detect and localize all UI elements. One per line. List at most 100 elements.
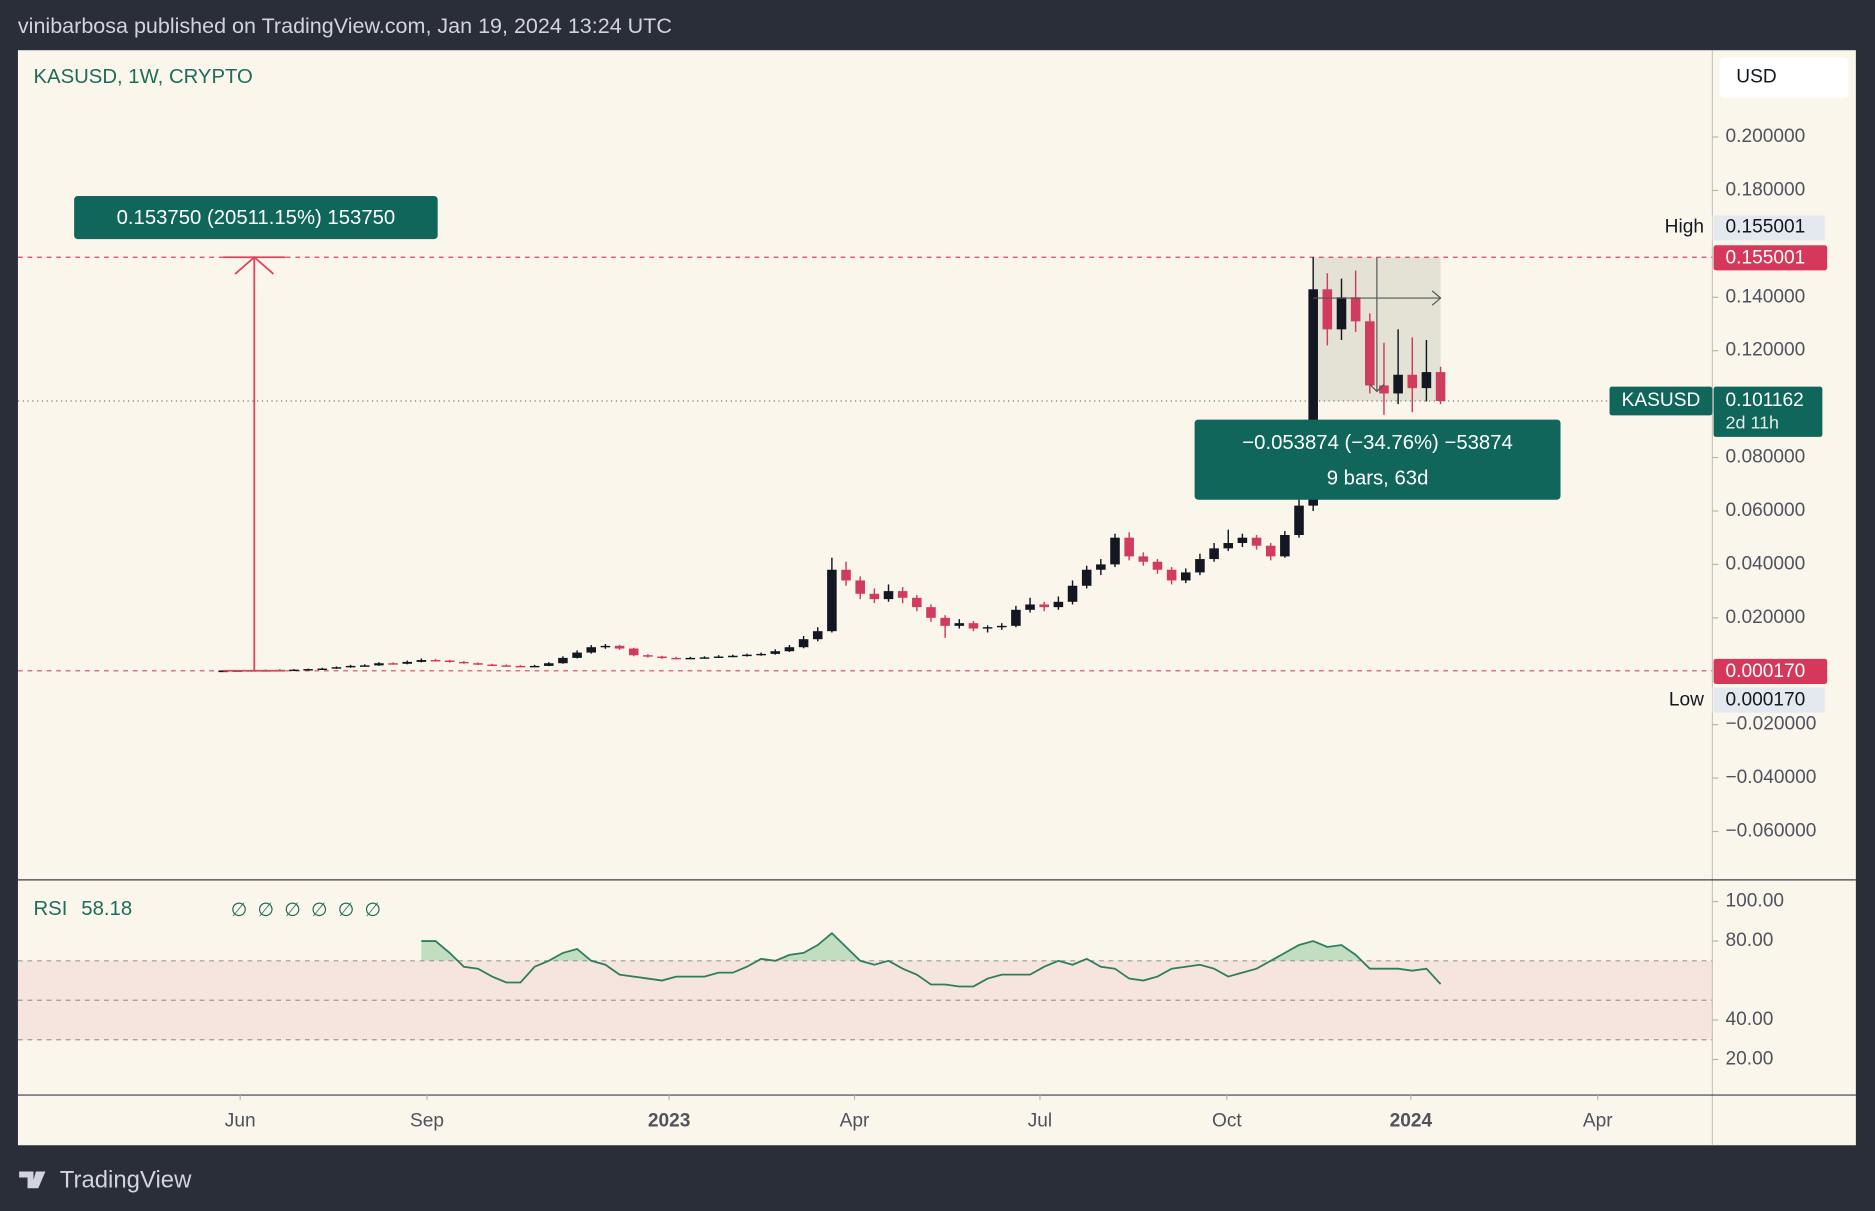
last-price-box [1713,386,1823,437]
candle-body [331,667,342,669]
candle-body [798,639,809,648]
candle-body [1237,537,1248,544]
candle-body [473,663,483,665]
candle-body [529,665,540,668]
x-tick-label: Jun [225,1110,256,1131]
candle-body [926,607,936,618]
candle-body [1379,385,1389,394]
candle-body [1124,537,1134,557]
candle-body [1294,505,1304,536]
candle-body [515,665,526,668]
candle-body [968,623,979,629]
rsi-inputs: ∅ ∅ ∅ ∅ ∅ ∅ [231,900,384,921]
candle-body [827,569,837,632]
candle-body [1138,556,1149,562]
candle-body [1223,543,1234,549]
low-tag: Low [1669,690,1704,711]
candle-body [459,661,469,664]
candle-body [742,654,752,657]
candle-body [728,655,738,658]
candle-body [756,653,766,656]
high-tag-bg [1647,215,1713,241]
candle-body [614,645,625,649]
candle-body [345,665,356,668]
low-tag-bg [1656,687,1713,713]
candle-body [572,652,582,658]
y-tick-label: 0.020000 [1726,607,1806,628]
rsi-tick-label: 20.00 [1726,1049,1774,1070]
candle-body [855,580,865,594]
candle-body [1435,372,1446,402]
candle-body [374,663,384,666]
candle-body [643,655,653,657]
x-tick-label: 2023 [648,1110,691,1131]
candle-body [1280,535,1290,557]
overlays: 0.153750 (20511.15%) 153750 −0.053874 (−3… [33,196,1828,921]
low-value-box [1713,687,1825,713]
candle-body [1081,569,1092,586]
candle-body [359,665,370,667]
candle-body [303,669,313,671]
last-name: KASUSD [1622,390,1701,411]
candle-body [1209,548,1219,560]
candle-body [1039,604,1050,608]
candle-body [1053,601,1064,608]
candle-body [1421,372,1432,389]
rsi-band [17,960,1713,1040]
rsi-name: RSI [33,898,67,920]
candle-body [1110,537,1120,565]
candle-body [289,669,299,672]
x-tick-label: Apr [1583,1110,1613,1131]
high-price: 0.155001 [1726,247,1806,268]
x-tick-label: Apr [840,1110,870,1131]
rsi-value: 58.18 [81,898,132,920]
last-price: 0.101162 [1726,390,1804,411]
brand-logo [19,1171,46,1189]
candle-body [699,657,710,659]
low-price: 0.000170 [1726,661,1806,682]
symbol-title: KASUSD, 1W, CRYPTO [33,66,252,88]
x-tick-label: Jul [1028,1110,1052,1131]
y-tick-label: 0.200000 [1726,126,1806,147]
candle-body [1265,545,1276,557]
candle-body [982,627,993,629]
y-tick-label: 0.040000 [1726,553,1806,574]
x-tick-label: Sep [410,1110,444,1131]
high-value: 0.155001 [1726,216,1806,237]
drop-bars: 9 bars, 63d [1327,468,1429,490]
currency[interactable]: USD [1736,67,1776,88]
candle-body [912,597,922,608]
candle-body [1322,289,1333,330]
candle-body [954,623,965,626]
candle-body [1308,289,1318,506]
candle-body [543,663,554,666]
candle-body [996,625,1007,628]
candle-body [869,593,880,600]
candle-body [685,657,696,660]
brand-name: TradingView [60,1166,192,1193]
candle-body [657,656,667,658]
candle-body [1152,561,1163,570]
candle-body [841,569,851,581]
candle-body [1251,537,1262,546]
drop-box [1194,419,1561,500]
rsi-pane [17,931,1713,1041]
candle-body [1195,559,1205,573]
y-tick-label: −0.040000 [1726,767,1817,788]
rsi-overbought-fill [421,933,1441,961]
candle-body [586,647,597,653]
candle-body [883,591,894,600]
last-name-box [1609,386,1713,416]
candle-body [1025,604,1035,610]
candle-body [1096,564,1106,570]
x-tick-label: Oct [1212,1110,1242,1131]
candle-body [600,645,611,648]
candle-body [713,656,724,658]
publish-header: vinibarbosa published on TradingView.com… [18,14,672,38]
currency-box[interactable] [1719,57,1849,99]
candle-body [1180,572,1191,581]
main-pane [17,256,1713,673]
range-text: 0.153750 (20511.15%) 153750 [117,207,396,229]
x-tick-label: 2024 [1390,1110,1433,1131]
